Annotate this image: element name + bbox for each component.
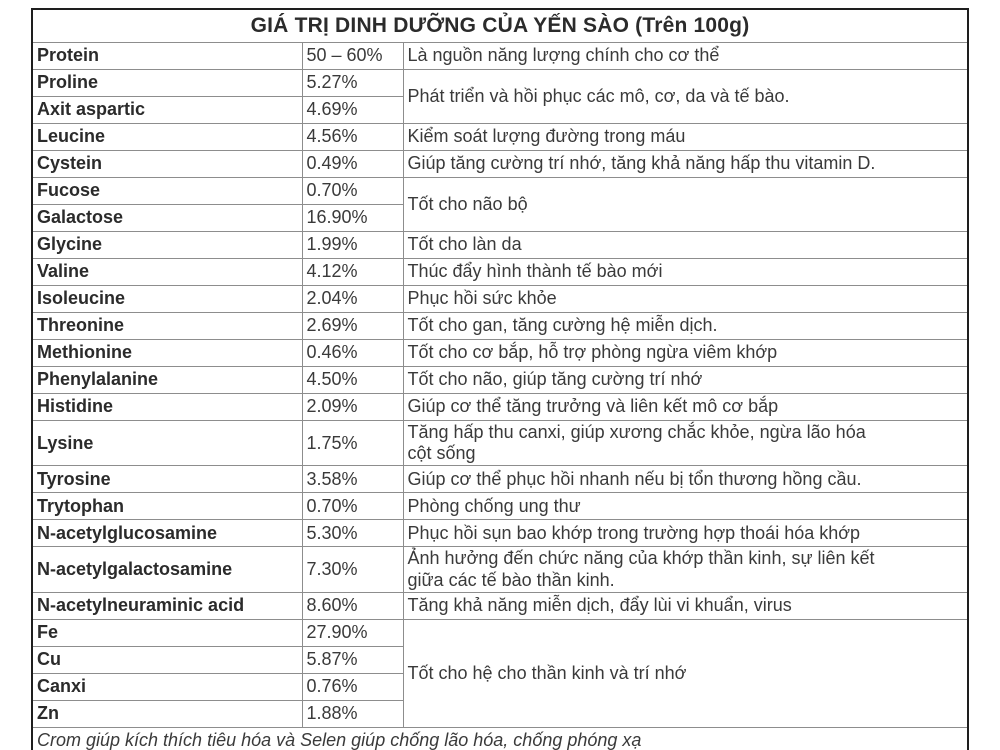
nutrient-name: Glycine [31,231,303,259]
table-row: Protein 50 – 60% Là nguồn năng lượng chính… [31,42,969,70]
nutrient-name: Fucose [31,177,303,205]
nutrient-benefit: Tăng khả năng miễn dịch, đẩy lùi vi khuẩ… [402,591,969,620]
nutrient-name: Lysine [31,419,303,467]
nutrient-percent: 4.69% [301,96,404,124]
nutrient-benefit: Tốt cho gan, tăng cường hệ miễn dịch. [402,312,969,340]
table-row: Isoleucine 2.04% Phục hồi sức khỏe [31,285,969,313]
nutrient-percent: 5.27% [301,69,404,97]
nutrient-percent: 7.30% [301,546,404,593]
nutrient-percent: 0.70% [301,492,404,521]
nutrient-name: N-acetylglucosamine [31,519,303,548]
table-row: Valine 4.12% Thúc đẩy hình thành tế bào mớ… [31,258,969,286]
nutrient-name: Threonine [31,312,303,340]
nutrient-percent: 1.88% [301,699,404,728]
nutrient-percent: 0.76% [301,672,404,701]
nutrient-benefit: Thúc đẩy hình thành tế bào mới [402,258,969,286]
nutrient-percent: 1.99% [301,231,404,259]
nutrient-name: Tyrosine [31,465,303,494]
nutrient-benefit: Phục hồi sụn bao khớp trong trường hợp t… [402,519,969,548]
nutrient-benefit: Phòng chống ung thư [402,492,969,521]
nutrient-benefit: Giúp cơ thể phục hồi nhanh nếu bị tổn th… [402,465,969,494]
nutrient-percent: 3.58% [301,465,404,494]
nutrient-name: Protein [31,42,303,70]
table-row: Leucine 4.56% Kiểm soát lượng đường trong … [31,123,969,151]
nutrition-table-body: Protein 50 – 60% Là nguồn năng lượng chính… [31,42,969,728]
nutrient-benefit: Giúp cơ thể tăng trưởng và liên kết mô c… [402,393,969,421]
nutrient-name: Proline [31,69,303,97]
nutrition-table: GIÁ TRỊ DINH DƯỠNG CỦA YẾN SÀO (Trên 100… [31,8,970,750]
nutrient-name: Cu [31,645,303,674]
nutrient-percent: 4.12% [301,258,404,286]
nutrient-name: N-acetylneuraminic acid [31,591,303,620]
table-row: Tyrosine 3.58% Giúp cơ thể phục hồi nhanh … [31,465,969,494]
nutrient-name: Phenylalanine [31,366,303,394]
nutrient-name: Cystein [31,150,303,178]
nutrient-name: N-acetylgalactosamine [31,546,303,593]
nutrient-percent: 16.90% [301,204,404,232]
nutrient-percent: 4.56% [301,123,404,151]
nutrient-benefit: Tốt cho não, giúp tăng cường trí nhớ [402,366,969,394]
nutrient-percent: 0.46% [301,339,404,367]
nutrient-name: Zn [31,699,303,728]
table-row: Trytophan 0.70% Phòng chống ung thư [31,492,969,521]
nutrient-percent: 2.09% [301,393,404,421]
nutrient-percent: 0.49% [301,150,404,178]
nutrient-percent: 50 – 60% [301,42,404,70]
table-row: Histidine 2.09% Giúp cơ thể tăng trưởng và… [31,393,969,421]
nutrient-percent: 0.70% [301,177,404,205]
nutrient-name: Isoleucine [31,285,303,313]
table-row: N-acetylneuraminic acid 8.60% Tăng khả năn… [31,591,969,620]
nutrient-percent: 2.69% [301,312,404,340]
nutrient-benefit: Tốt cho làn da [402,231,969,259]
nutrient-name: Valine [31,258,303,286]
nutrient-name: Leucine [31,123,303,151]
table-row: Fucose 0.70% Tốt cho não bộ [31,177,969,232]
table-row: N-acetylglucosamine 5.30% Phục hồi sụn bao… [31,519,969,548]
nutrient-benefit: Phục hồi sức khỏe [402,285,969,313]
nutrient-benefit: Phát triển và hồi phục các mô, cơ, da và… [402,69,969,124]
table-row: Glycine 1.99% Tốt cho làn da [31,231,969,259]
nutrient-name: Fe [31,618,303,647]
nutrient-percent: 2.04% [301,285,404,313]
nutrient-name: Histidine [31,393,303,421]
nutrient-name: Axit aspartic [31,96,303,124]
nutrient-name: Canxi [31,672,303,701]
nutrient-benefit: Tốt cho não bộ [402,177,969,232]
nutrient-name: Galactose [31,204,303,232]
nutrient-name: Methionine [31,339,303,367]
nutrient-benefit: Tăng hấp thu canxi, giúp xương chắc khỏe… [402,419,969,467]
table-title: GIÁ TRỊ DINH DƯỠNG CỦA YẾN SÀO (Trên 100… [31,8,969,43]
nutrient-percent: 5.87% [301,645,404,674]
nutrient-benefit: Tốt cho hệ cho thần kinh và trí nhớ [402,618,969,728]
title-row: GIÁ TRỊ DINH DƯỠNG CỦA YẾN SÀO (Trên 100… [31,8,969,43]
table-row: Canxi 0.76% [31,672,968,701]
table-row: Phenylalanine 4.50% Tốt cho não, giúp tăng… [31,366,969,394]
nutrient-benefit: Tốt cho cơ bắp, hỗ trợ phòng ngừa viêm k… [402,339,969,367]
nutrient-percent: 4.50% [301,366,404,394]
table-row: Proline 5.27% Phát triển và hồi phục các m… [31,69,969,124]
nutrient-percent: 1.75% [301,419,404,467]
table-row: Threonine 2.69% Tốt cho gan, tăng cường hệ… [31,312,969,340]
nutrient-benefit: Ảnh hưởng đến chức năng của khớp thần ki… [402,546,969,593]
table-row: Lysine 1.75% Tăng hấp thu canxi, giúp xươn… [31,419,969,467]
table-row: Cu 5.87% [31,645,968,674]
table-row: Fe 27.90% Tốt cho hệ cho thần kinh và trí … [31,618,969,728]
table-footer-note: Crom giúp kích thích tiêu hóa và Selen g… [31,726,969,750]
nutrient-benefit: Giúp tăng cường trí nhớ, tăng khả năng h… [402,150,969,178]
table-row: Cystein 0.49% Giúp tăng cường trí nhớ, tăn… [31,150,969,178]
nutrient-benefit: Kiểm soát lượng đường trong máu [402,123,969,151]
nutrient-name: Trytophan [31,492,303,521]
table-row: N-acetylgalactosamine 7.30% Ảnh hưởng đến … [31,546,969,593]
nutrient-percent: 8.60% [301,591,404,620]
nutrient-percent: 27.90% [301,618,404,647]
nutrient-benefit: Là nguồn năng lượng chính cho cơ thể [402,42,969,70]
table-row: Zn 1.88% [31,699,968,728]
nutrient-percent: 5.30% [301,519,404,548]
table-row: Methionine 0.46% Tốt cho cơ bắp, hỗ trợ ph… [31,339,969,367]
footer-row: Crom giúp kích thích tiêu hóa và Selen g… [31,726,969,750]
table-row: Axit aspartic 4.69% [31,96,968,124]
